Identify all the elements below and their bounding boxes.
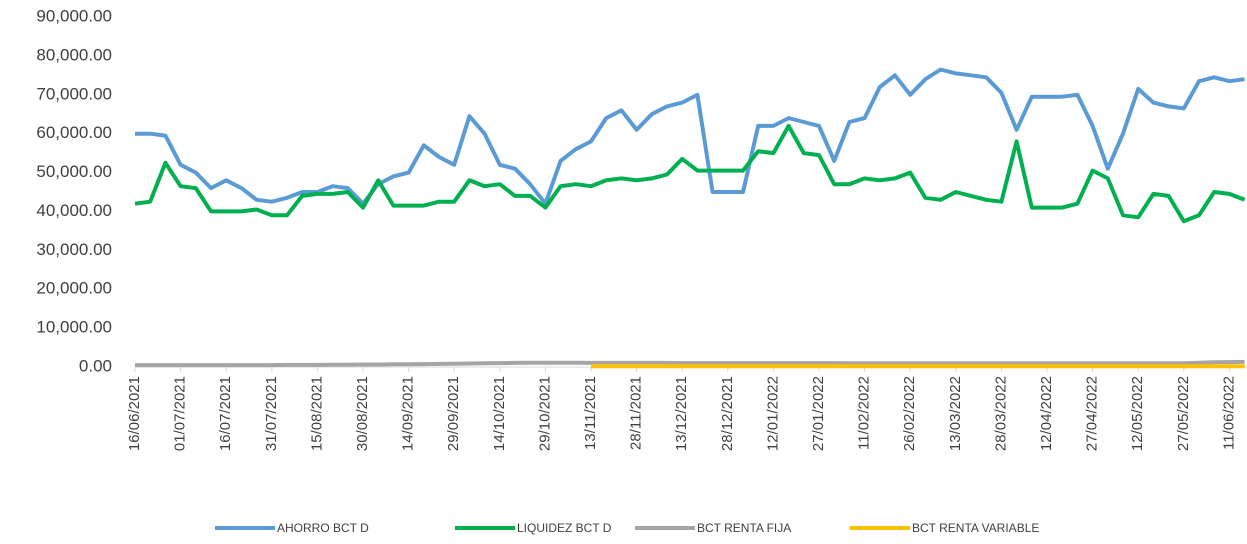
y-tick-label: 10,000.00 (36, 318, 112, 337)
x-tick-label: 16/07/2021 (217, 376, 234, 451)
series-line (135, 67, 1245, 206)
x-tick-label: 15/08/2021 (308, 376, 325, 451)
y-tick-label: 60,000.00 (36, 123, 112, 142)
x-tick-label: 01/07/2021 (172, 376, 189, 451)
y-tick-label: 20,000.00 (36, 279, 112, 298)
x-tick-label: 28/12/2021 (719, 376, 736, 451)
y-tick-label: 50,000.00 (36, 162, 112, 181)
x-tick-label: 27/05/2022 (1175, 376, 1192, 451)
y-tick-label: 80,000.00 (36, 45, 112, 64)
x-tick-label: 11/02/2022 (856, 376, 873, 450)
x-tick-label: 28/03/2022 (992, 376, 1009, 451)
x-tick-label: 26/02/2022 (901, 376, 918, 451)
y-tick-label: 90,000.00 (36, 6, 112, 25)
x-tick-label: 12/04/2022 (1038, 376, 1055, 451)
series-line (135, 359, 1245, 368)
x-tick-label: 12/05/2022 (1129, 376, 1146, 451)
y-tick-label: 40,000.00 (36, 201, 112, 220)
x-tick-label: 28/11/2021 (628, 376, 645, 450)
x-tick-label: 14/09/2021 (400, 376, 417, 451)
legend-label: AHORRO BCT D (277, 521, 369, 535)
x-tick-label: 14/10/2021 (491, 376, 508, 451)
x-tick-label: 29/10/2021 (536, 376, 553, 451)
x-tick-label: 30/08/2021 (354, 376, 371, 451)
y-tick-label: 0.00 (79, 356, 112, 375)
x-tick-label: 11/06/2022 (1220, 376, 1237, 450)
series-line (134, 123, 1246, 224)
x-tick-label: 12/01/2022 (764, 376, 781, 451)
x-tick-label: 27/04/2022 (1084, 376, 1101, 451)
legend-label: BCT RENTA FIJA (697, 521, 791, 535)
legend-label: BCT RENTA VARIABLE (912, 521, 1039, 535)
y-tick-label: 30,000.00 (36, 240, 112, 259)
x-tick-label: 13/12/2021 (673, 376, 690, 451)
y-tick-label: 70,000.00 (36, 84, 112, 103)
x-tick-label: 27/01/2022 (810, 376, 827, 451)
x-tick-label: 29/09/2021 (445, 376, 462, 451)
x-tick-label: 13/03/2022 (947, 376, 964, 451)
x-tick-label: 13/11/2021 (582, 376, 599, 450)
legend-label: LIQUIDEZ BCT D (517, 521, 612, 535)
x-tick-label: 31/07/2021 (263, 376, 280, 451)
x-tick-label: 16/06/2021 (126, 376, 143, 451)
